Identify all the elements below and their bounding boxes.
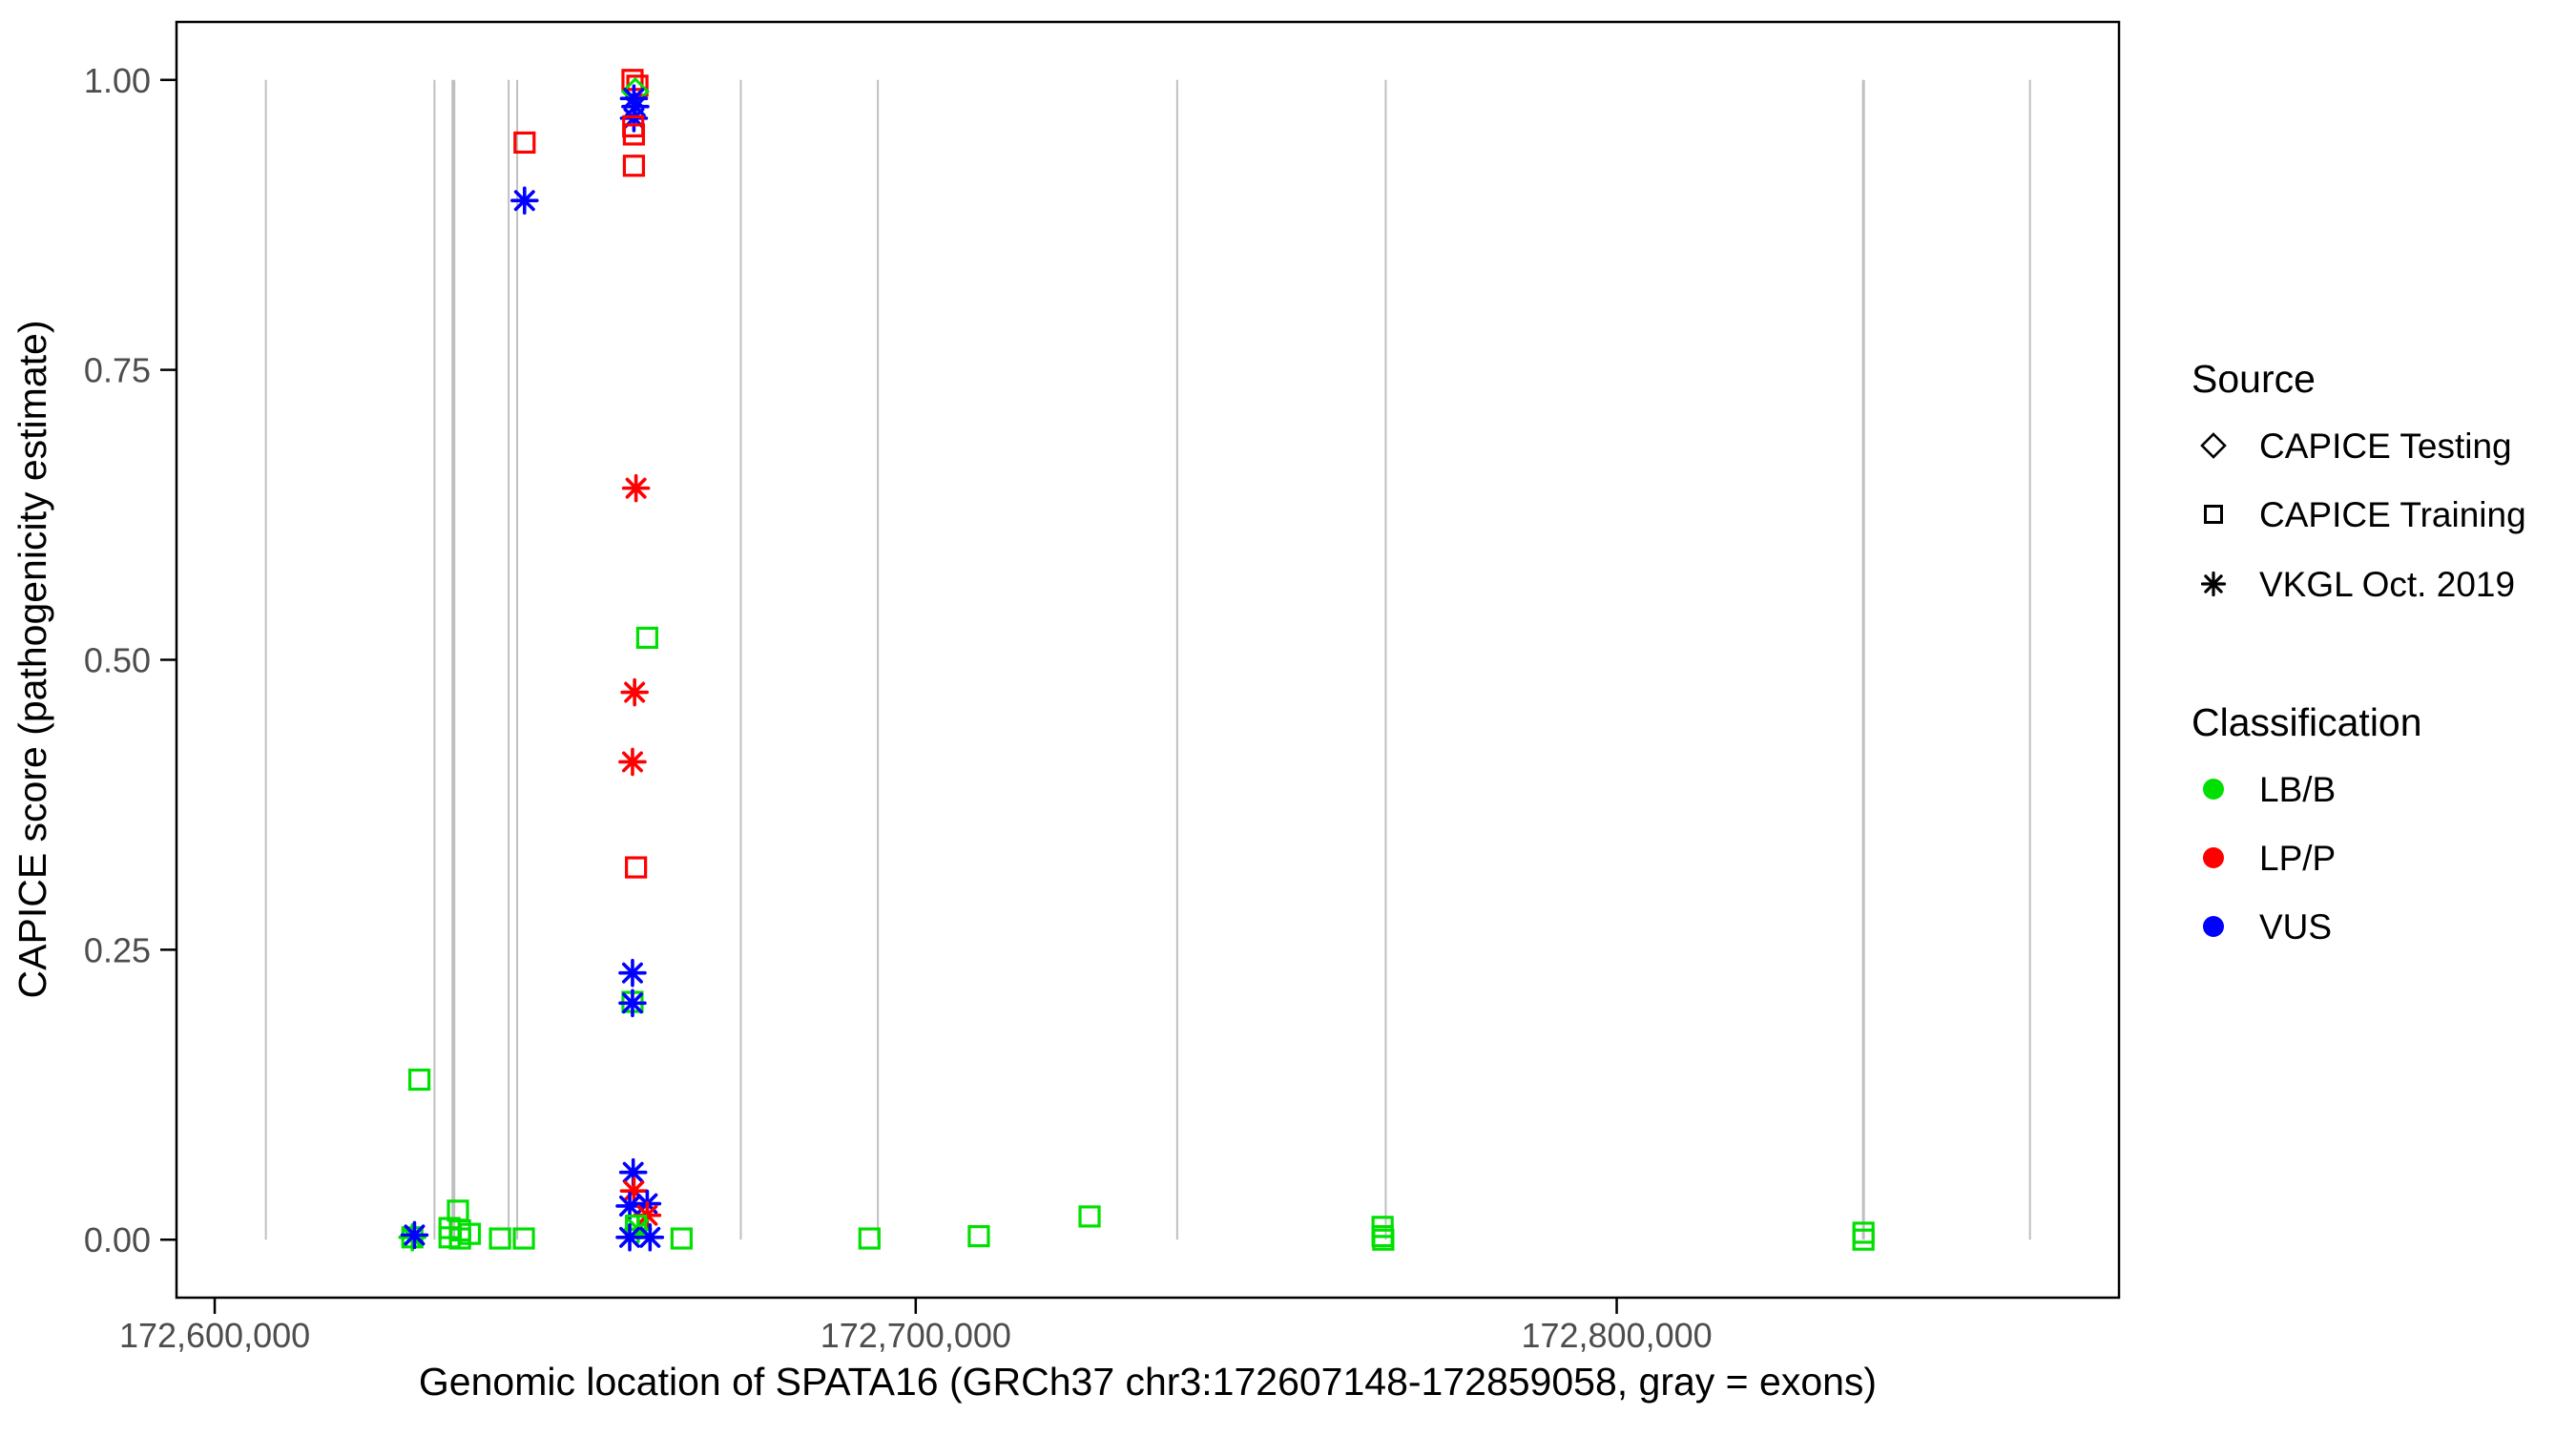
- asterisk-ray: [621, 992, 643, 1014]
- asterisk-ray: [621, 962, 643, 984]
- legend-source-item-label: CAPICE Training: [2259, 495, 2526, 534]
- square-marker: [1852, 1228, 1875, 1251]
- asterisk-ray: [622, 1161, 644, 1183]
- asterisk-ray: [621, 751, 643, 773]
- legend-classification-title: Classification: [2192, 700, 2422, 744]
- square-marker: [622, 155, 646, 177]
- legend-color-dot: [2203, 916, 2224, 937]
- plot-panel: [175, 20, 2121, 1300]
- legend-classification-items: LB/B LP/P VUS: [2203, 770, 2336, 947]
- legend-source: Source CAPICE Testing CAPICE Training VKGL…: [2192, 357, 2526, 604]
- x-axis-ticks: 172,600,000 172,700,000 172,800,000: [119, 1298, 1713, 1355]
- square-marker: [1078, 1205, 1101, 1228]
- y-tick-label: 0.50: [84, 641, 151, 680]
- asterisk-marker: [510, 186, 539, 215]
- square-marker: [513, 131, 536, 155]
- square-marker: [625, 1215, 648, 1238]
- asterisk-marker: [621, 473, 651, 503]
- asterisk-ray: [619, 1195, 641, 1217]
- legend-color-dot: [2203, 847, 2224, 868]
- asterisk-marker: [635, 1222, 665, 1252]
- square-marker: [407, 1068, 431, 1092]
- square-marker: [670, 1227, 693, 1250]
- square-marker: [625, 856, 648, 879]
- x-axis-title: Genomic location of SPATA16 (GRCh37 chr3…: [419, 1360, 1877, 1404]
- x-tick-label: 172,700,000: [821, 1316, 1011, 1355]
- square-marker: [458, 1222, 482, 1245]
- y-tick-label: 0.75: [84, 351, 151, 390]
- asterisk-marker: [618, 989, 647, 1018]
- square-marker: [622, 123, 646, 146]
- square-marker: [967, 1224, 990, 1248]
- asterisk-ray: [624, 681, 646, 703]
- square-marker: [858, 1227, 881, 1250]
- legend-classification-item-label: LP/P: [2259, 839, 2336, 878]
- asterisk-marker: [620, 677, 649, 707]
- legend-source-item-label: VKGL Oct. 2019: [2259, 565, 2515, 604]
- legend-color-dot: [2203, 779, 2224, 800]
- y-axis-ticks: 0.00 0.25 0.50 0.75 1.00: [84, 61, 177, 1259]
- asterisk-marker: [615, 1192, 644, 1220]
- asterisk-ray: [619, 1226, 641, 1248]
- square-marker: [635, 626, 658, 650]
- x-tick-label: 172,600,000: [119, 1316, 310, 1355]
- legend-source-title: Source: [2192, 357, 2316, 401]
- asterisk-marker: [2200, 571, 2227, 597]
- data-points: [398, 69, 1875, 1252]
- y-tick-label: 0.00: [84, 1220, 151, 1259]
- square-marker: [512, 1227, 535, 1250]
- y-tick-label: 0.25: [84, 930, 151, 969]
- legend-classification-item-label: LB/B: [2259, 770, 2336, 809]
- square-marker: [488, 1227, 511, 1250]
- asterisk-marker: [618, 747, 647, 777]
- y-axis-title: CAPICE score (pathogenicity estimate): [10, 321, 54, 999]
- asterisk-ray: [513, 190, 535, 212]
- square-marker: [1372, 1228, 1395, 1251]
- asterisk-ray: [2204, 574, 2223, 593]
- x-tick-label: 172,800,000: [1521, 1316, 1712, 1355]
- diamond-marker: [2200, 432, 2227, 459]
- asterisk-ray: [639, 1226, 661, 1248]
- legend-source-item-label: CAPICE Testing: [2259, 427, 2512, 466]
- asterisk-ray: [636, 1204, 658, 1226]
- legend-source-items: CAPICE Testing CAPICE Training VKGL Oct. 2…: [2200, 427, 2526, 604]
- asterisk-marker: [618, 958, 647, 988]
- asterisk-marker: [400, 1220, 429, 1250]
- legend-classification-item-label: VUS: [2259, 907, 2332, 947]
- square-marker: [2204, 505, 2223, 524]
- asterisk-ray: [625, 477, 647, 499]
- legend-classification: Classification LB/B LP/P VUS: [2192, 700, 2422, 947]
- y-tick-label: 1.00: [84, 61, 151, 100]
- exon-lines: [264, 79, 2031, 1240]
- asterisk-ray: [404, 1224, 426, 1246]
